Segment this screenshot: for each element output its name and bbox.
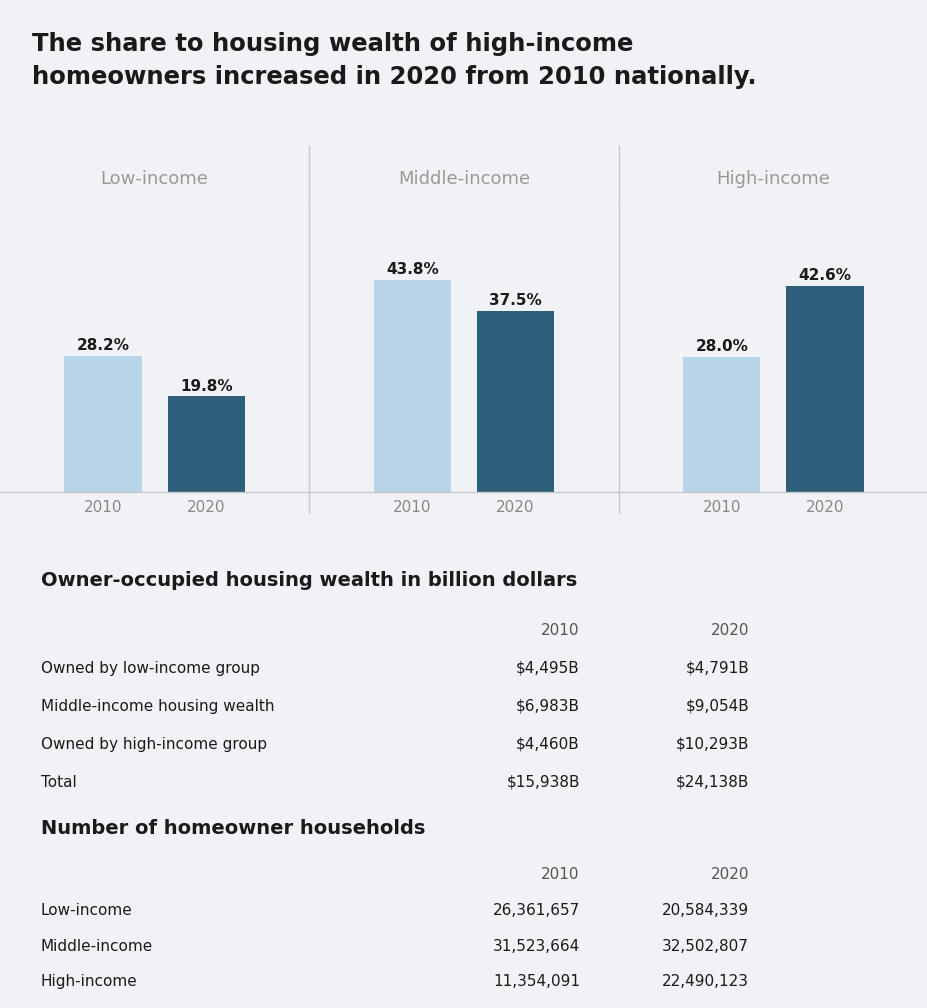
Text: Owned by low-income group: Owned by low-income group [41,661,260,675]
Text: 28.0%: 28.0% [694,339,747,354]
Text: 2020: 2020 [496,500,534,514]
Text: 2010: 2010 [702,500,741,514]
Text: 2010: 2010 [83,500,122,514]
Text: 11,354,091: 11,354,091 [492,975,579,989]
Text: Owner-occupied housing wealth in billion dollars: Owner-occupied housing wealth in billion… [41,572,577,591]
Text: 19.8%: 19.8% [180,379,233,393]
Bar [476,310,553,492]
Text: 28.2%: 28.2% [77,338,130,353]
Text: Number of homeowner households: Number of homeowner households [41,818,425,838]
Text: $4,495B: $4,495B [515,661,579,675]
Bar [374,280,451,492]
Bar [682,357,759,492]
Text: 43.8%: 43.8% [386,262,438,277]
Text: 2010: 2010 [540,623,579,638]
Text: $4,460B: $4,460B [515,737,579,752]
Text: $10,293B: $10,293B [675,737,748,752]
Text: Middle-income: Middle-income [398,170,529,188]
Text: 2020: 2020 [710,623,748,638]
Text: 20,584,339: 20,584,339 [661,903,748,918]
Text: $24,138B: $24,138B [675,775,748,789]
Text: $9,054B: $9,054B [685,699,748,714]
Text: $6,983B: $6,983B [515,699,579,714]
Text: 2010: 2010 [393,500,431,514]
Text: 22,490,123: 22,490,123 [661,975,748,989]
Text: 37.5%: 37.5% [489,293,541,307]
Text: 2020: 2020 [186,500,225,514]
Text: Total: Total [41,775,77,789]
Text: Middle-income: Middle-income [41,938,153,954]
Bar [64,356,142,492]
Text: High-income: High-income [41,975,137,989]
Text: The share to housing wealth of high-income
homeowners increased in 2020 from 201: The share to housing wealth of high-inco… [32,32,756,89]
Bar [168,396,245,492]
Text: Owned by high-income group: Owned by high-income group [41,737,267,752]
Text: 2020: 2020 [710,867,748,882]
Text: $4,791B: $4,791B [685,661,748,675]
Text: High-income: High-income [716,170,830,188]
Text: Low-income: Low-income [101,170,209,188]
Text: 2020: 2020 [805,500,844,514]
Text: 42.6%: 42.6% [797,268,850,283]
Text: $15,938B: $15,938B [506,775,579,789]
Text: Middle-income housing wealth: Middle-income housing wealth [41,699,274,714]
Text: 31,523,664: 31,523,664 [492,938,579,954]
Text: 2010: 2010 [540,867,579,882]
Bar [785,286,863,492]
Text: Low-income: Low-income [41,903,133,918]
Text: 26,361,657: 26,361,657 [492,903,579,918]
Text: 32,502,807: 32,502,807 [662,938,748,954]
